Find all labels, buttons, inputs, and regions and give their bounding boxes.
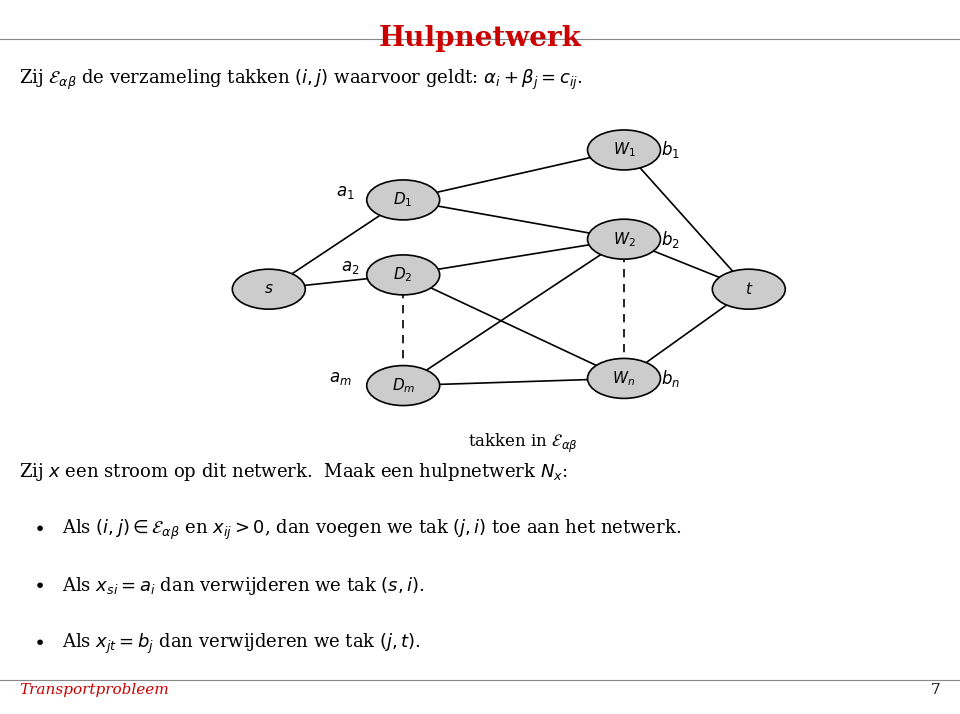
Ellipse shape: [367, 180, 440, 220]
Text: $W_{2}$: $W_{2}$: [612, 230, 636, 248]
Ellipse shape: [588, 358, 660, 398]
Text: $b_2$: $b_2$: [660, 228, 680, 250]
Ellipse shape: [232, 269, 305, 309]
Text: Als $x_{si} = a_i$ dan verwijderen we tak $(s,i)$.: Als $x_{si} = a_i$ dan verwijderen we ta…: [62, 575, 425, 597]
Text: Hulpnetwerk: Hulpnetwerk: [378, 25, 582, 52]
Text: $W_{n}$: $W_{n}$: [612, 369, 636, 388]
Text: $s$: $s$: [264, 282, 274, 296]
Ellipse shape: [712, 269, 785, 309]
Text: $D_{1}$: $D_{1}$: [394, 191, 413, 209]
Text: $a_1$: $a_1$: [336, 184, 355, 201]
Text: Als $x_{jt} = b_j$ dan verwijderen we tak $(j,t)$.: Als $x_{jt} = b_j$ dan verwijderen we ta…: [62, 632, 421, 656]
Text: $\bullet$: $\bullet$: [33, 632, 44, 650]
Text: Transportprobleem: Transportprobleem: [19, 683, 169, 698]
Text: $D_{m}$: $D_{m}$: [392, 376, 415, 395]
Text: $a_m$: $a_m$: [329, 370, 352, 387]
Text: $\bullet$: $\bullet$: [33, 575, 44, 593]
Text: $\bullet$: $\bullet$: [33, 518, 44, 536]
Ellipse shape: [588, 130, 660, 170]
Text: takken in $\mathcal{E}_{\alpha\beta}$: takken in $\mathcal{E}_{\alpha\beta}$: [468, 432, 578, 455]
Text: 7: 7: [931, 683, 941, 698]
Ellipse shape: [367, 366, 440, 406]
Text: Zij $\mathcal{E}_{\alpha\beta}$ de verzameling takken $(i,j)$ waarvoor geldt: $\: Zij $\mathcal{E}_{\alpha\beta}$ de verza…: [19, 68, 583, 92]
Text: $b_n$: $b_n$: [660, 368, 680, 389]
Text: $D_{2}$: $D_{2}$: [394, 266, 413, 284]
Text: Als $(i,j) \in \mathcal{E}_{\alpha\beta}$ en $x_{ij} > 0$, dan voegen we tak $(j: Als $(i,j) \in \mathcal{E}_{\alpha\beta}…: [62, 518, 682, 542]
Ellipse shape: [588, 219, 660, 259]
Text: $a_2$: $a_2$: [341, 259, 360, 276]
Text: Zij $x$ een stroom op dit netwerk.  Maak een hulpnetwerk $N_x$:: Zij $x$ een stroom op dit netwerk. Maak …: [19, 461, 568, 483]
Ellipse shape: [367, 255, 440, 295]
Text: $t$: $t$: [745, 281, 753, 297]
Text: $b_1$: $b_1$: [660, 139, 680, 161]
Text: $W_{1}$: $W_{1}$: [612, 141, 636, 159]
